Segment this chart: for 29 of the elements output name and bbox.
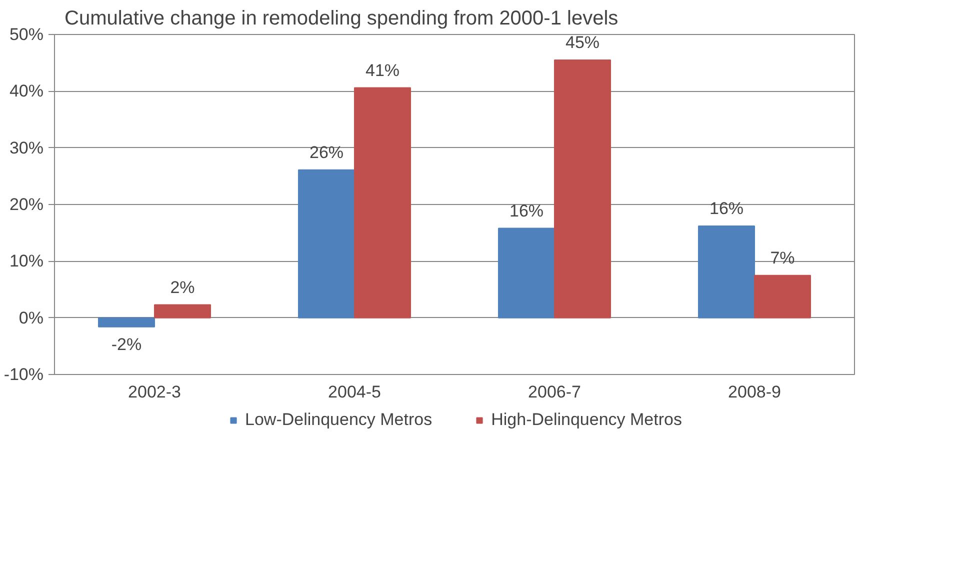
- y-tick-label: 40%: [9, 82, 44, 101]
- chart-title: Cumulative change in remodeling spending from 2000-1 levels: [64, 8, 618, 30]
- bar: [98, 317, 155, 328]
- data-label: 16%: [509, 201, 544, 220]
- data-label: -2%: [111, 334, 142, 354]
- x-tick-label: 2004-5: [328, 382, 381, 402]
- bar: [298, 169, 355, 318]
- y-tick-label: 20%: [9, 195, 44, 214]
- y-tick-label: 30%: [9, 138, 44, 158]
- data-label: 2%: [170, 278, 195, 297]
- y-tick-label: 0%: [18, 308, 44, 328]
- x-tick-label: 2006-7: [528, 382, 581, 402]
- x-tick-label: 2002-3: [128, 382, 181, 402]
- bar: [554, 60, 611, 318]
- bar: [354, 87, 411, 318]
- x-tick-label: 2008-9: [728, 382, 781, 402]
- data-label: 45%: [565, 33, 600, 52]
- y-tick-label: 50%: [9, 25, 44, 44]
- bar: [498, 228, 555, 318]
- bar: [698, 226, 755, 318]
- bar: [154, 304, 211, 318]
- data-label: 16%: [709, 199, 744, 218]
- legend-label: High-Delinquency Metros: [491, 410, 682, 430]
- legend-label: Low-Delinquency Metros: [245, 410, 432, 430]
- data-label: 26%: [309, 142, 344, 162]
- y-tick-label: 10%: [9, 252, 44, 271]
- data-label: 41%: [365, 60, 400, 80]
- y-tick-label: -10%: [4, 365, 44, 384]
- bar: [754, 274, 811, 318]
